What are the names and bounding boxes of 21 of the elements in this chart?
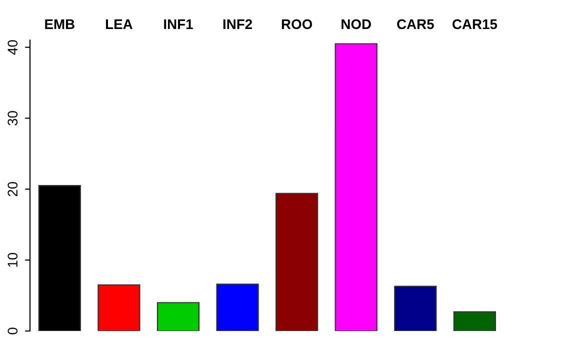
y-tick-label: 30 (8, 111, 18, 126)
x-tick-label: INF1 (164, 19, 193, 29)
bar (453, 311, 496, 331)
y-tick-label: 20 (8, 182, 18, 196)
x-tick-label: EMB (45, 19, 74, 29)
x-tick-label: NOD (342, 19, 371, 30)
bar (38, 185, 81, 331)
bar (156, 302, 200, 331)
bar (394, 286, 437, 331)
bar (334, 43, 378, 331)
x-tick-label: ROO (282, 19, 312, 30)
y-tick-label: 0 (8, 328, 18, 334)
y-tick-label: 40 (8, 40, 18, 55)
x-tick-label: LEA (106, 19, 132, 29)
bar (276, 192, 318, 331)
y-tick-label: 10 (8, 252, 18, 267)
x-tick-label: INF2 (223, 19, 252, 29)
bar (98, 284, 140, 331)
x-tick-label: CAR15 (452, 19, 498, 30)
x-tick-label: CAR5 (397, 19, 434, 30)
bar (216, 284, 259, 331)
